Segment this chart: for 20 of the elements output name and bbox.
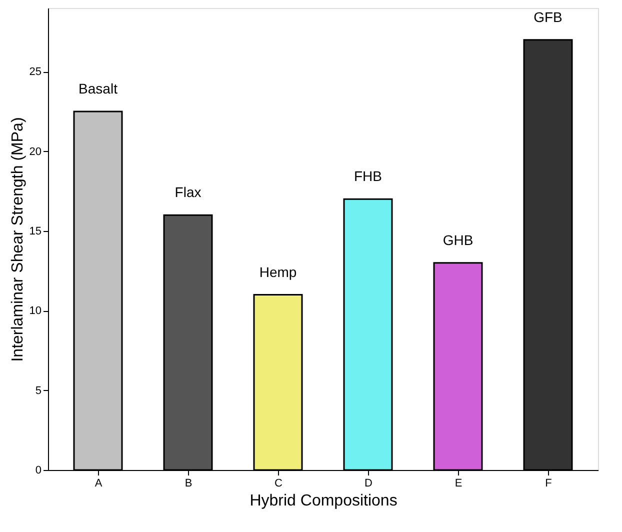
x-tick-label: B [184,478,192,490]
x-tick-label: F [545,478,552,490]
y-tick-label: 5 [35,384,42,397]
x-tick-label: C [274,478,283,490]
annotation: FHB [354,168,382,184]
annotation: GHB [442,232,474,248]
x-tick-label: E [454,478,462,490]
y-tick-label: 25 [29,66,42,78]
y-tick-label: 0 [35,464,42,476]
x-axis-title: Hybrid Compositions [250,492,398,510]
annotation: Hemp [259,264,297,280]
annotation: Basalt [78,80,118,97]
annotation: Flax [174,184,202,200]
y-tick-label: 10 [29,305,42,318]
x-tick-label: A [94,478,103,490]
y-tick-label: 15 [29,226,42,238]
y-axis-title: Interlaminar Shear Strength (MPa) [9,117,26,362]
annotation: GFB [534,8,562,25]
x-tick-label: D [364,478,373,490]
y-tick-label: 20 [29,146,42,158]
